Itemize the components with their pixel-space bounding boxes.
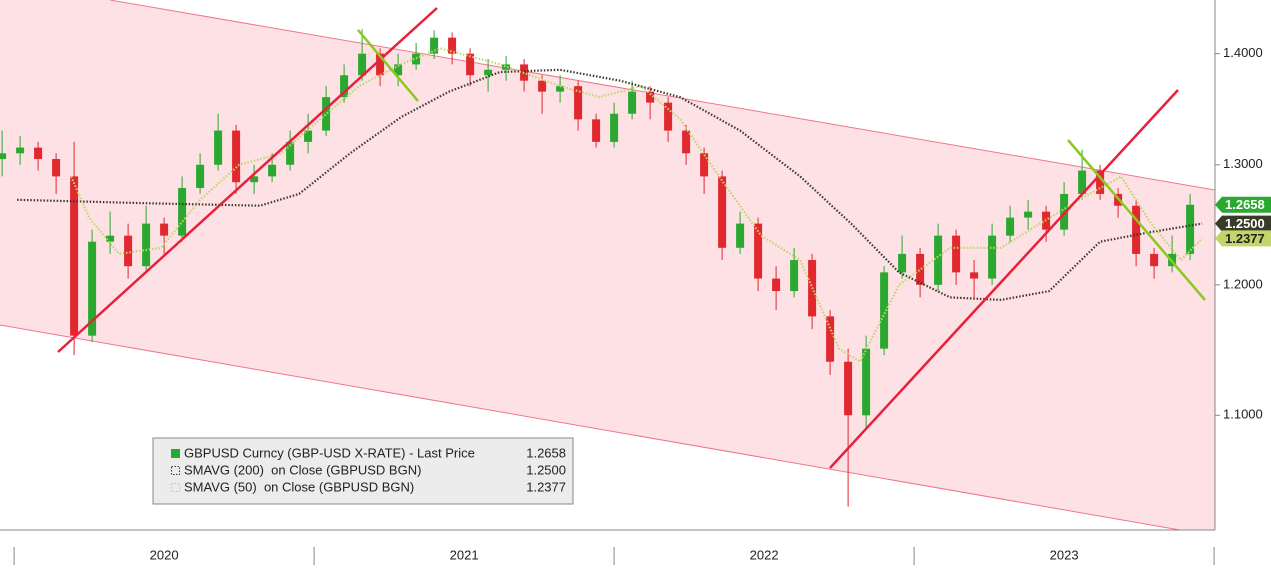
candle-body: [358, 53, 367, 76]
candle-body: [700, 153, 709, 177]
candle-body: [232, 130, 241, 183]
candle-body: [772, 278, 781, 292]
candle-body: [142, 223, 151, 267]
channel-bottom: [0, 324, 1181, 531]
price-tag: [1215, 230, 1271, 247]
candle-body: [574, 86, 583, 120]
candle-body: [412, 53, 421, 65]
candle-body: [124, 235, 133, 267]
price-tag: [1215, 196, 1271, 213]
candle-body: [718, 176, 727, 248]
candle-body: [106, 235, 115, 242]
price-tag-label: 1.2500: [1225, 216, 1265, 231]
candle-body: [1186, 204, 1195, 254]
legend-box: [152, 437, 574, 505]
legend-value: 1.2500: [526, 462, 566, 477]
candle-body: [1096, 170, 1105, 194]
candle-body: [934, 235, 943, 285]
candle-body: [340, 75, 349, 98]
candle-body: [1006, 217, 1015, 236]
trend-line: [57, 7, 438, 353]
candle-body: [178, 188, 187, 236]
candle-body: [628, 91, 637, 114]
y-tick-label: 1.3000: [1223, 156, 1263, 171]
x-tick-label: 2022: [750, 547, 779, 562]
candle-body: [250, 176, 259, 183]
candle-body: [1132, 205, 1141, 254]
candle-body: [646, 91, 655, 103]
candle-body: [826, 316, 835, 362]
price-tag-label: 1.2377: [1225, 231, 1265, 246]
candle-body: [0, 153, 7, 160]
candle-body: [538, 80, 547, 92]
candle-body: [394, 64, 403, 76]
candle-body: [484, 69, 493, 76]
candle-body: [664, 102, 673, 131]
candle-body: [754, 223, 763, 279]
candle-body: [1150, 253, 1159, 267]
candle-body: [376, 53, 385, 76]
candle-body: [880, 272, 889, 349]
legend-swatch: [171, 466, 180, 475]
candle-body: [592, 119, 601, 142]
candle-body: [970, 272, 979, 279]
candle-body: [1024, 211, 1033, 218]
candle-body: [862, 348, 871, 416]
candle-body: [556, 86, 565, 92]
legend-label: SMAVG (50) on Close (GBPUSD BGN): [184, 479, 414, 494]
candle-body: [916, 253, 925, 285]
candle-body: [430, 37, 439, 54]
candle-body: [682, 130, 691, 154]
candle-body: [52, 159, 61, 177]
candle-body: [1060, 193, 1069, 230]
price-tag: [1215, 215, 1271, 232]
legend-label: SMAVG (200) on Close (GBPUSD BGN): [184, 462, 421, 477]
channel: [0, 0, 1215, 530]
candle-body: [286, 141, 295, 165]
trend-line: [829, 89, 1179, 469]
candle-body: [196, 164, 205, 189]
candle-body: [448, 37, 457, 54]
legend-swatch: [171, 483, 180, 492]
x-tick-label: 2021: [450, 547, 479, 562]
x-tick-label: 2020: [150, 547, 179, 562]
candle-body: [214, 130, 223, 165]
candle-body: [952, 235, 961, 273]
candle-body: [304, 130, 313, 142]
candle-body: [160, 223, 169, 236]
candle-body: [322, 97, 331, 131]
candle-body: [34, 147, 43, 160]
sma-line: [70, 47, 1203, 364]
legend-value: 1.2658: [526, 445, 566, 460]
candle-body: [70, 176, 79, 336]
sma-line: [17, 68, 1203, 302]
candle-body: [898, 253, 907, 273]
candle-body: [268, 164, 277, 177]
price-tag-label: 1.2658: [1225, 197, 1265, 212]
candle-body: [1078, 170, 1087, 194]
candle-body: [988, 235, 997, 279]
trend-line: [1067, 139, 1206, 301]
plot: [0, 29, 1203, 507]
trend-line: [357, 29, 419, 102]
y-tick-label: 1.2000: [1223, 276, 1263, 291]
candle-body: [736, 223, 745, 248]
legend-swatch: [171, 449, 180, 458]
candle-body: [844, 361, 853, 416]
y-tick-label: 1.4000: [1223, 45, 1263, 60]
candle-body: [88, 241, 97, 336]
channel-top: [109, 0, 1216, 191]
candle-body: [16, 147, 25, 154]
trend-lines: [57, 7, 1206, 469]
candle-body: [466, 53, 475, 76]
candle-body: [610, 113, 619, 142]
candle-body: [790, 260, 799, 292]
y-tick-label: 1.1000: [1223, 407, 1263, 422]
candle-body: [502, 64, 511, 70]
legend: GBPUSD Curncy (GBP-USD X-RATE) - Last Pr…: [152, 437, 574, 505]
legend-value: 1.2377: [526, 479, 566, 494]
legend-label: GBPUSD Curncy (GBP-USD X-RATE) - Last Pr…: [184, 445, 475, 460]
x-tick-label: 2023: [1050, 547, 1079, 562]
